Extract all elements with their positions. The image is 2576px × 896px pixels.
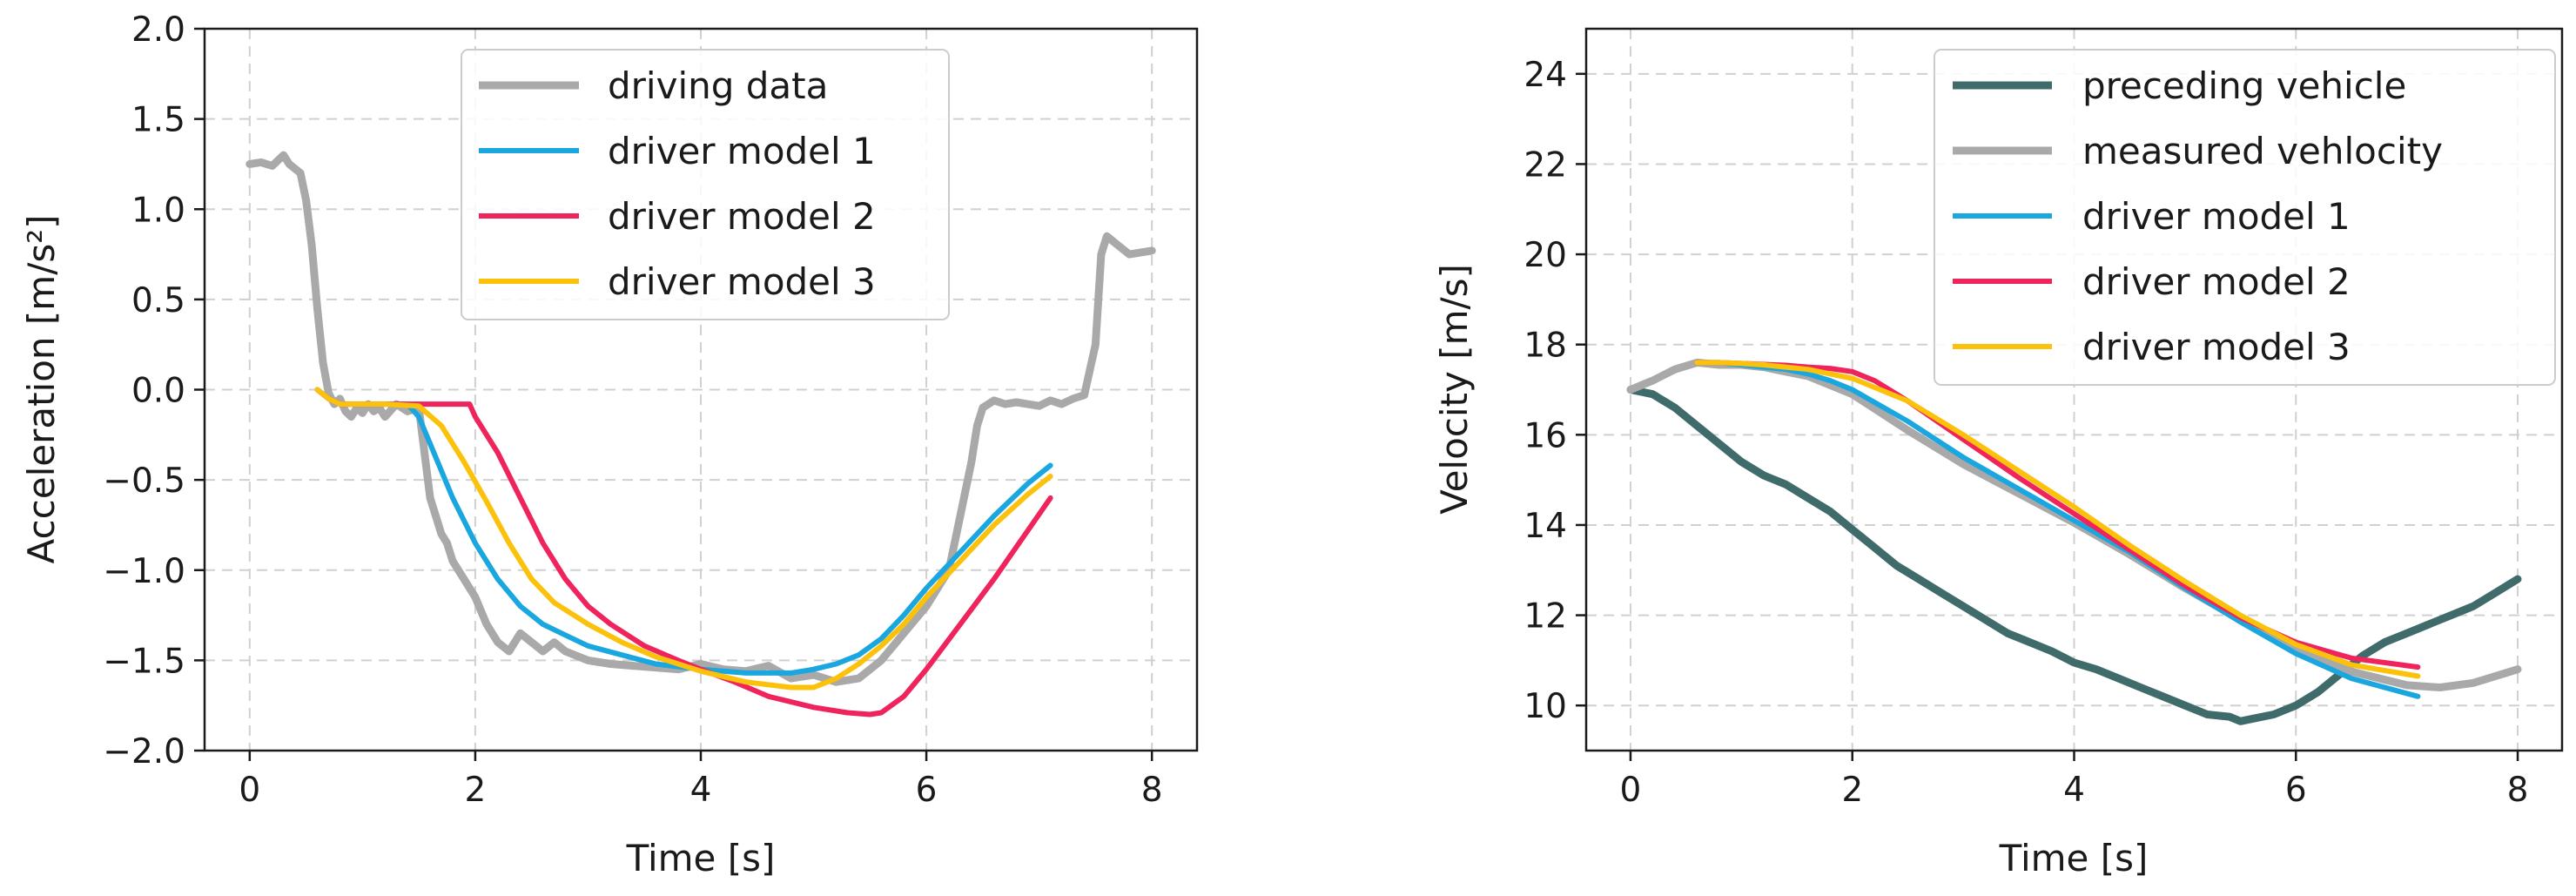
- acceleration-legend: driving data driver model 1 driver model 2…: [461, 49, 950, 320]
- velocity-series: [1626, 358, 2522, 725]
- velocity-y-tick-label: 12: [1523, 597, 1567, 637]
- acceleration-y-tick-label: 0.0: [131, 372, 185, 411]
- acceleration-x-tick-label: 0: [239, 771, 260, 810]
- velocity-y-tick-label: 24: [1523, 56, 1567, 95]
- velocity-x-tick-label: 6: [2285, 771, 2307, 810]
- velocity-x-tick-label: 2: [1841, 771, 1863, 810]
- acceleration-y-tick-label: −2.0: [103, 732, 185, 771]
- velocity-y-axis-label: Velocity [m/s]: [1433, 264, 1476, 515]
- acceleration-x-tick-label: 6: [916, 771, 938, 810]
- velocity-y-tick-label: 22: [1523, 145, 1567, 185]
- velocity-series-driver-model-3: [1694, 360, 2421, 679]
- velocity-legend-box: [1934, 49, 2556, 386]
- acceleration-legend-label-driver-model-3: driver model 3: [608, 260, 876, 303]
- acceleration-y-tick-label: 2.0: [131, 10, 185, 50]
- acceleration-y-tick-label: 1.5: [131, 101, 185, 140]
- acceleration-y-tick-label: −0.5: [103, 461, 185, 501]
- acceleration-x-tick-label: 4: [690, 771, 712, 810]
- velocity-y-tick-label: 18: [1523, 327, 1567, 366]
- velocity-y-tick-label: 16: [1523, 416, 1567, 455]
- acceleration-x-tick-label: 2: [464, 771, 486, 810]
- velocity-y-tick-label: 10: [1523, 687, 1567, 726]
- velocity-x-axis-label: Time [s]: [1999, 837, 2149, 879]
- velocity-legend-label-driver-model-1: driver model 1: [2082, 195, 2351, 238]
- acceleration-series-driving-data: [245, 151, 1156, 686]
- acceleration-legend-label-driving-data: driving data: [608, 64, 828, 107]
- acceleration-x-tick-label: 8: [1141, 771, 1163, 810]
- acceleration-legend-box: [461, 49, 950, 320]
- velocity-x-tick-label: 4: [2063, 771, 2085, 810]
- acceleration-legend-label-driver-model-2: driver model 2: [608, 195, 876, 238]
- velocity-y-tick-label: 20: [1523, 236, 1567, 275]
- acceleration-series-driver-model-3: [314, 387, 1053, 691]
- acceleration-y-tick-label: 0.5: [131, 281, 185, 320]
- velocity-legend-label-driver-model-3: driver model 3: [2082, 326, 2351, 368]
- acceleration-y-axis-label: Acceleration [m/s²]: [20, 215, 63, 564]
- velocity-legend-label-measured-vehlocity: measured vehlocity: [2082, 130, 2443, 172]
- velocity-legend-label-preceding-vehicle: preceding vehicle: [2082, 64, 2406, 107]
- acceleration-legend-label-driver-model-1: driver model 1: [608, 130, 876, 172]
- acceleration-series: [245, 151, 1156, 717]
- acceleration-y-tick-label: −1.5: [103, 642, 185, 681]
- acceleration-x-axis-label: Time [s]: [626, 837, 776, 879]
- acceleration-ticks: 0 2 4 6 8 −2.0 −1.5 −1.0 −0.5 0.0 0.5 1.0 1.5 2.0: [103, 10, 1162, 810]
- acceleration-chart: 0 2 4 6 8 −2.0 −1.5 −1.0 −0.5 0.0 0.5 1.0 1.5 2.0 Tim…: [20, 10, 1199, 879]
- velocity-y-tick-label: 14: [1523, 507, 1567, 546]
- velocity-legend: preceding vehicle measured vehlocity drive…: [1934, 49, 2556, 386]
- velocity-x-tick-label: 0: [1620, 771, 1642, 810]
- acceleration-series-driver-model-1: [314, 387, 1053, 676]
- velocity-x-tick-label: 8: [2507, 771, 2529, 810]
- acceleration-y-tick-label: 1.0: [131, 191, 185, 230]
- acceleration-y-tick-label: −1.0: [103, 552, 185, 591]
- velocity-series-preceding-vehicle: [1626, 386, 2522, 725]
- velocity-legend-label-driver-model-2: driver model 2: [2082, 260, 2351, 303]
